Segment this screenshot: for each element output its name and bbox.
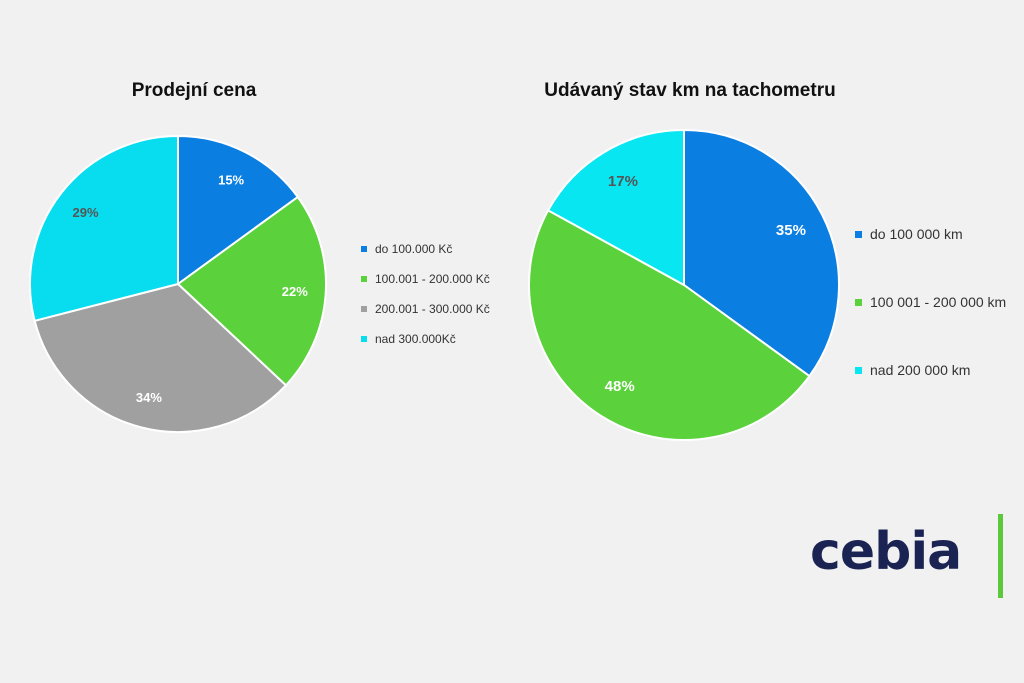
logo-accent-bar — [998, 514, 1003, 598]
price-legend-swatch-3 — [361, 336, 367, 342]
price-slice-2 — [33, 282, 288, 433]
chart-title-price: Prodejní cena — [131, 80, 257, 101]
legend-mileage: do 100 000 km 100 001 - 200 000 km nad 200… — [855, 200, 1006, 404]
price-slice-label-1: 22% — [282, 284, 308, 299]
mileage-slice-label-2: 17% — [608, 173, 638, 190]
cebia-logo: cebia — [810, 522, 962, 582]
mileage-legend-swatch-2 — [855, 366, 862, 374]
mileage-legend-label-1: 100 001 - 200 000 km — [870, 294, 1007, 310]
price-legend-item-3: nad 300.000Kč — [361, 324, 490, 354]
mileage-legend-label-0: do 100 000 km — [870, 226, 963, 242]
price-legend-label-1: 100.001 - 200.000 Kč — [375, 272, 490, 286]
mileage-legend-swatch-1 — [855, 298, 862, 306]
mileage-slice-2 — [546, 128, 685, 287]
price-slice-label-2: 34% — [136, 390, 162, 405]
mileage-slice-1 — [528, 208, 811, 441]
mileage-legend-swatch-0 — [855, 230, 862, 238]
price-legend-item-1: 100.001 - 200.000 Kč — [361, 264, 490, 294]
mileage-legend-label-2: nad 200 000 km — [870, 362, 971, 378]
legend-price: do 100.000 Kč 100.001 - 200.000 Kč 200.001… — [361, 234, 490, 354]
price-slice-label-3: 29% — [73, 205, 99, 220]
mileage-legend-item-0: do 100 000 km — [855, 200, 1006, 268]
mileage-slice-label-0: 35% — [776, 222, 806, 239]
price-legend-label-2: 200.001 - 300.000 Kč — [375, 302, 490, 316]
mileage-slice-0 — [683, 128, 840, 378]
price-slice-3 — [29, 134, 179, 323]
price-legend-item-2: 200.001 - 300.000 Kč — [361, 294, 490, 324]
mileage-legend-item-1: 100 001 - 200 000 km — [855, 268, 1006, 336]
price-legend-swatch-2 — [361, 306, 367, 312]
mileage-slice-label-1: 48% — [605, 378, 635, 395]
price-legend-label-0: do 100.000 Kč — [375, 242, 453, 256]
chart-title-mileage: Udávaný stav km na tachometru — [544, 80, 836, 101]
price-slice-label-0: 15% — [218, 172, 244, 187]
price-legend-item-0: do 100.000 Kč — [361, 234, 490, 264]
price-legend-swatch-1 — [361, 276, 367, 282]
price-legend-label-3: nad 300.000Kč — [375, 332, 456, 346]
price-slice-1 — [176, 195, 327, 387]
price-slice-0 — [177, 134, 300, 286]
price-legend-swatch-0 — [361, 246, 367, 252]
mileage-legend-item-2: nad 200 000 km — [855, 336, 1006, 404]
